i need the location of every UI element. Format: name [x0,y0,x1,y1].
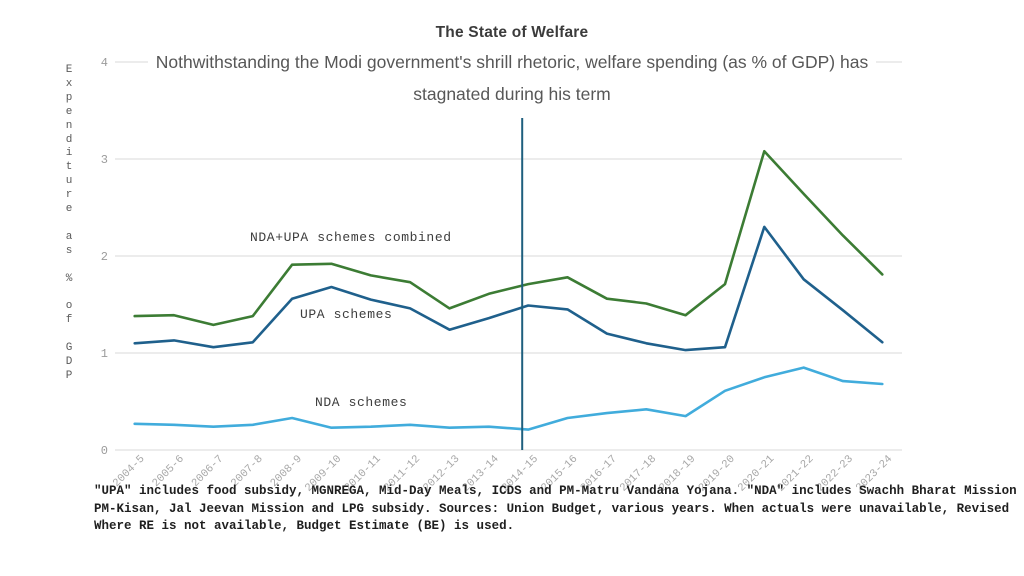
footnote: "UPA" includes food subsidy, MGNREGA, Mi… [94,483,1017,536]
series-label-upa: UPA schemes [300,307,393,322]
y-axis-title: E x p e n d i t u r e a s % o f G D P [65,64,73,382]
chart-title-row: The State of Welfare [0,24,1024,42]
series-line-0 [133,149,884,327]
chart-title: The State of Welfare [429,24,595,42]
y-tick-label: 0 [101,444,108,458]
series-line-1 [133,225,884,352]
chart-subtitle-line1-row: Nothwithstanding the Modi government's s… [0,47,1024,79]
chart-subtitle: Nothwithstanding the Modi government's s… [0,47,1024,111]
footnote-line-2: PM-Kisan, Jal Jeevan Mission and LPG sub… [94,501,1010,516]
series-label-nda: NDA schemes [315,395,408,410]
footnote-line-1: "UPA" includes food subsidy, MGNREGA, Mi… [94,484,1017,498]
y-tick-label: 1 [101,347,108,361]
y-tick-label: 4 [101,56,108,70]
chart-subtitle-line2: stagnated during his term [405,79,619,110]
chart-subtitle-line1: Nothwithstanding the Modi government's s… [147,47,877,78]
series-label-combined: NDA+UPA schemes combined [250,230,452,245]
footnote-line-3: Where RE is not available, Budget Estima… [94,519,515,533]
series-line-2 [133,366,884,431]
y-tick-label: 2 [101,250,108,264]
y-tick-label: 3 [101,153,108,167]
chart-subtitle-line2-row: stagnated during his term [0,79,1024,111]
